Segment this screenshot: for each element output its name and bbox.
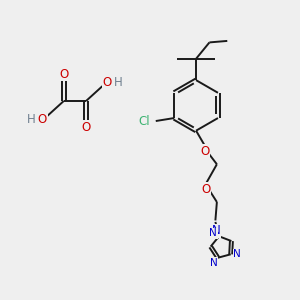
- Text: N: N: [212, 224, 220, 237]
- Text: N: N: [209, 228, 217, 238]
- Text: O: O: [103, 76, 112, 89]
- Text: N: N: [209, 258, 217, 268]
- Text: O: O: [38, 113, 47, 126]
- Text: Cl: Cl: [139, 115, 150, 128]
- Text: N: N: [233, 249, 241, 259]
- Text: O: O: [201, 183, 211, 196]
- Text: O: O: [200, 145, 210, 158]
- Text: O: O: [82, 121, 91, 134]
- Text: O: O: [59, 68, 68, 81]
- Text: H: H: [27, 113, 35, 126]
- Text: H: H: [114, 76, 123, 89]
